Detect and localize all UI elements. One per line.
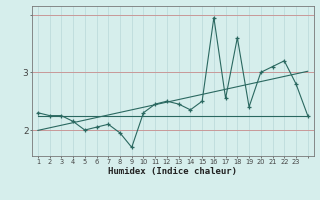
X-axis label: Humidex (Indice chaleur): Humidex (Indice chaleur)	[108, 167, 237, 176]
